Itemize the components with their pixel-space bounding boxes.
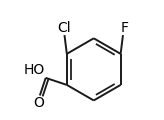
Text: HO: HO <box>23 63 45 77</box>
Text: Cl: Cl <box>58 21 71 35</box>
Text: O: O <box>33 96 44 110</box>
Text: F: F <box>120 21 128 35</box>
